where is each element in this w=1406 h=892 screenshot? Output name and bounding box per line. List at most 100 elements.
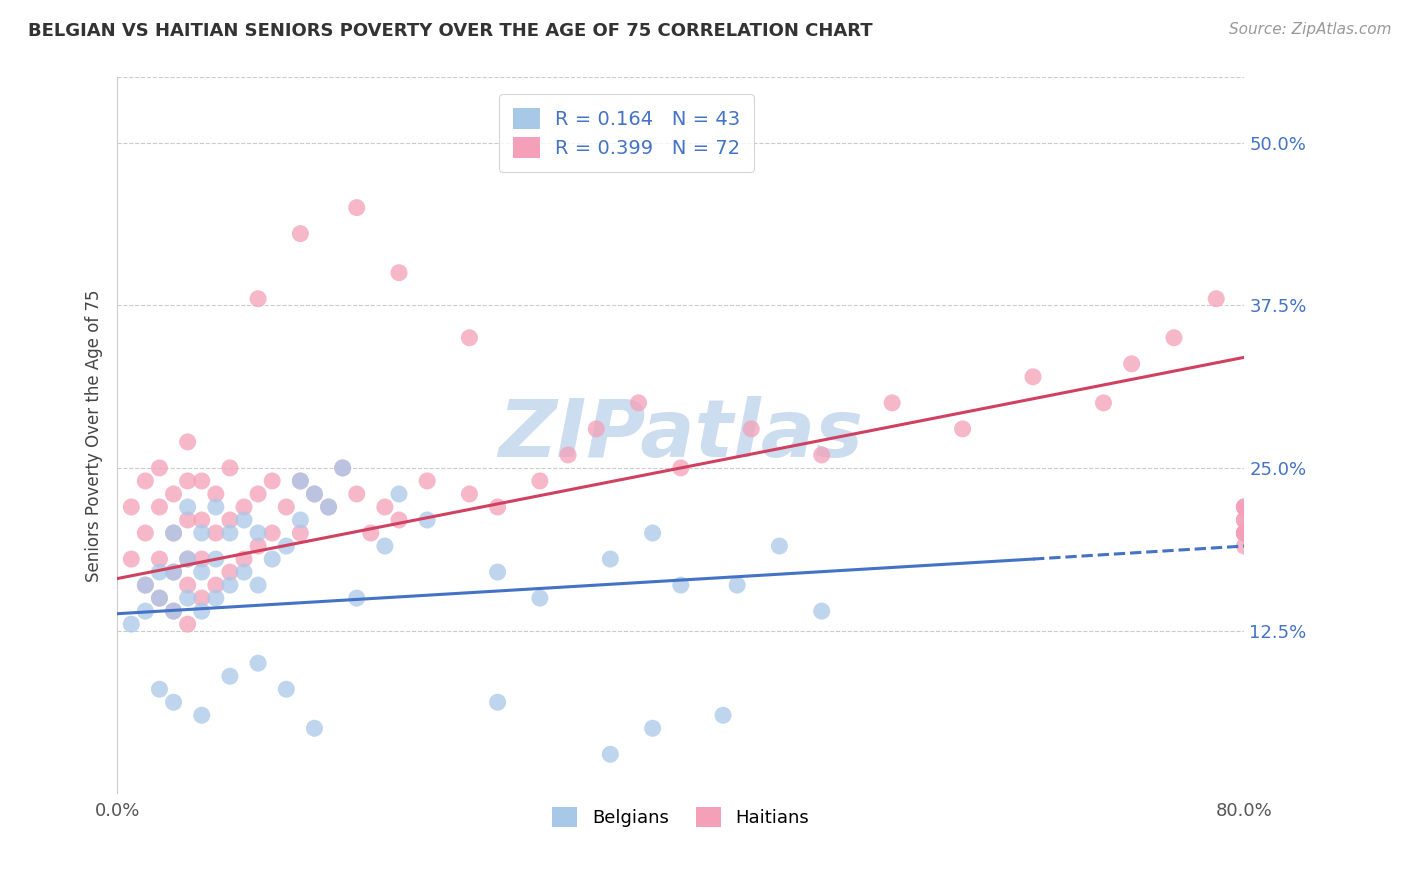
Point [262, 526, 284, 541]
Point [346, 591, 368, 606]
Point [1233, 513, 1256, 527]
Point [162, 526, 184, 541]
Point [190, 708, 212, 723]
Point [176, 513, 198, 527]
Point [1233, 526, 1256, 541]
Point [374, 500, 396, 514]
Point [233, 500, 256, 514]
Point [148, 591, 170, 606]
Point [204, 526, 226, 541]
Point [332, 461, 354, 475]
Point [952, 422, 974, 436]
Point [176, 434, 198, 449]
Point [290, 513, 312, 527]
Point [190, 552, 212, 566]
Point [247, 487, 270, 501]
Point [276, 539, 298, 553]
Point [148, 591, 170, 606]
Point [557, 448, 579, 462]
Point [332, 461, 354, 475]
Point [388, 513, 411, 527]
Point [262, 474, 284, 488]
Point [162, 526, 184, 541]
Point [290, 474, 312, 488]
Point [529, 591, 551, 606]
Point [1233, 500, 1256, 514]
Text: BELGIAN VS HAITIAN SENIORS POVERTY OVER THE AGE OF 75 CORRELATION CHART: BELGIAN VS HAITIAN SENIORS POVERTY OVER … [28, 22, 873, 40]
Point [148, 461, 170, 475]
Point [1233, 526, 1256, 541]
Point [120, 500, 142, 514]
Point [599, 552, 621, 566]
Point [374, 539, 396, 553]
Point [247, 656, 270, 670]
Point [810, 448, 832, 462]
Point [120, 617, 142, 632]
Point [204, 500, 226, 514]
Point [219, 578, 242, 592]
Point [599, 747, 621, 762]
Point [134, 578, 156, 592]
Point [134, 578, 156, 592]
Point [458, 487, 481, 501]
Point [176, 552, 198, 566]
Point [529, 474, 551, 488]
Point [162, 604, 184, 618]
Point [204, 552, 226, 566]
Point [190, 513, 212, 527]
Point [148, 500, 170, 514]
Point [176, 617, 198, 632]
Point [290, 526, 312, 541]
Point [247, 578, 270, 592]
Point [134, 526, 156, 541]
Point [276, 500, 298, 514]
Point [148, 682, 170, 697]
Point [360, 526, 382, 541]
Point [276, 682, 298, 697]
Point [585, 422, 607, 436]
Point [725, 578, 748, 592]
Point [1233, 526, 1256, 541]
Point [318, 500, 340, 514]
Point [290, 474, 312, 488]
Point [162, 695, 184, 709]
Point [219, 461, 242, 475]
Point [162, 565, 184, 579]
Point [204, 578, 226, 592]
Point [768, 539, 790, 553]
Point [176, 552, 198, 566]
Point [134, 604, 156, 618]
Point [304, 487, 326, 501]
Point [233, 513, 256, 527]
Point [346, 487, 368, 501]
Point [190, 526, 212, 541]
Point [1233, 526, 1256, 541]
Point [1233, 500, 1256, 514]
Point [162, 604, 184, 618]
Point [641, 721, 664, 735]
Point [416, 474, 439, 488]
Point [1163, 331, 1185, 345]
Point [486, 695, 509, 709]
Point [134, 474, 156, 488]
Point [190, 604, 212, 618]
Point [1233, 500, 1256, 514]
Point [1022, 369, 1045, 384]
Point [176, 474, 198, 488]
Point [148, 552, 170, 566]
Point [458, 331, 481, 345]
Point [1121, 357, 1143, 371]
Point [711, 708, 734, 723]
Point [247, 539, 270, 553]
Point [641, 526, 664, 541]
Point [486, 565, 509, 579]
Point [669, 461, 692, 475]
Point [162, 565, 184, 579]
Point [318, 500, 340, 514]
Point [486, 500, 509, 514]
Point [204, 591, 226, 606]
Point [1092, 396, 1115, 410]
Point [148, 565, 170, 579]
Point [204, 487, 226, 501]
Point [176, 591, 198, 606]
